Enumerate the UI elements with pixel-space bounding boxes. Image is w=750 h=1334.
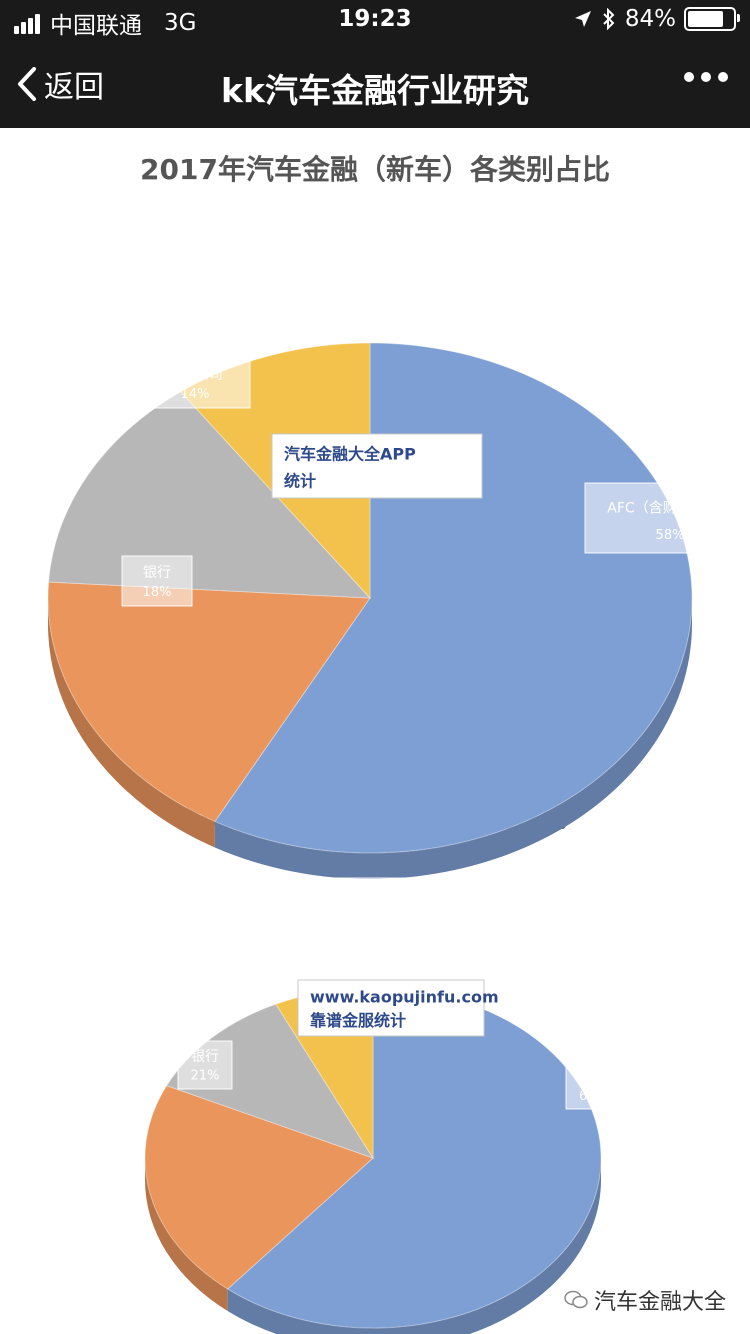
network-type: 3G	[164, 10, 197, 36]
pie-slice	[214, 342, 693, 854]
stat-note-line2: 统计	[284, 471, 316, 490]
slice-label-value: 11%	[290, 947, 319, 962]
battery-percent: 84%	[624, 6, 676, 32]
signal-strength-icon	[14, 12, 42, 34]
slice-label-value: 58%	[656, 528, 685, 543]
bluetooth-icon	[603, 8, 615, 30]
pie-slice-side	[214, 598, 693, 879]
carrier-name: 中国联通	[50, 13, 142, 39]
nav-bar: 返回 kk汽车金融行业研究	[0, 42, 750, 128]
back-label: 返回	[44, 70, 104, 105]
slice-label-name: 担保公司	[167, 367, 223, 383]
slice-label-box	[565, 1064, 622, 1110]
slice-label-name: 担保公司	[276, 929, 332, 945]
slice-label-value: 14%	[181, 387, 210, 402]
stat-note-line2: 靠谱金服统计	[310, 1011, 406, 1030]
stat-note-box	[297, 979, 485, 1037]
stat-note-line1: 汽车金融大全APP	[284, 445, 416, 464]
pie-slice-side	[48, 598, 215, 848]
slice-label-box	[291, 267, 403, 319]
slice-label-name: 银行	[143, 565, 171, 581]
chevron-left-icon	[18, 67, 36, 101]
page-title: kk汽车金融行业研究	[221, 71, 529, 110]
source-name: 汽车金融大全	[593, 1290, 726, 1315]
source-watermark: 汽车金融大全	[564, 1284, 726, 1316]
battery-icon	[684, 7, 740, 31]
slice-label-box	[584, 482, 750, 554]
pie-slice	[144, 1085, 374, 1290]
wechat-icon	[564, 1290, 588, 1309]
slice-label-box	[333, 877, 445, 923]
slice-label-name: 银行	[191, 1049, 219, 1065]
slice-label-value: 18%	[143, 585, 172, 600]
slice-label-value: 10%	[333, 297, 362, 312]
article-content: 2017年汽车金融（新车）各类别占比 2016年汽车金融新车各类别占比 AFC（…	[0, 128, 750, 1334]
stat-note-box	[271, 433, 483, 499]
status-bar: 中国联通 3G 19:23 84%	[0, 0, 750, 42]
slice-label-name: AFC（含财务公司）	[607, 500, 732, 516]
pie-chart-1: AFC 61% 银行 21% 担保公司 11% 融资租赁公司 7% www.kaopujinfu…	[144, 877, 622, 1334]
slice-label-box	[121, 555, 193, 607]
pie-chart-0: AFC（含财务公司） 58% 银行 18% 担保公司 14% 融资租赁公司 10% 汽车金融大全…	[47, 267, 750, 879]
slice-label-box	[177, 1040, 233, 1090]
slice-label-value: 21%	[191, 1068, 220, 1083]
stat-note-line1: www.kaopujinfu.com	[310, 987, 499, 1006]
location-arrow-icon	[574, 11, 591, 27]
pie-slice	[226, 987, 602, 1329]
slice-label-value: 61%	[579, 1089, 608, 1104]
pie-slice-side	[227, 1158, 601, 1334]
slice-label-value: 7%	[379, 902, 400, 917]
more-options-button[interactable]	[677, 72, 728, 82]
status-time: 19:23	[338, 6, 412, 32]
slice-label-box	[139, 357, 251, 409]
slice-label-name: 融资租赁公司	[347, 884, 431, 900]
pie-slice	[47, 581, 371, 823]
slice-label-name: 融资租赁公司	[305, 277, 389, 293]
slice-label-name: AFC	[580, 1071, 608, 1087]
slice-label-box	[256, 922, 352, 968]
pie-slice-side	[145, 1158, 228, 1311]
back-button[interactable]: 返回	[16, 62, 104, 106]
pie-charts: AFC（含财务公司） 58% 银行 18% 担保公司 14% 融资租赁公司 10% 汽车金融大全…	[47, 267, 750, 1334]
chart-title-2017: 2017年汽车金融（新车）各类别占比	[140, 153, 610, 186]
